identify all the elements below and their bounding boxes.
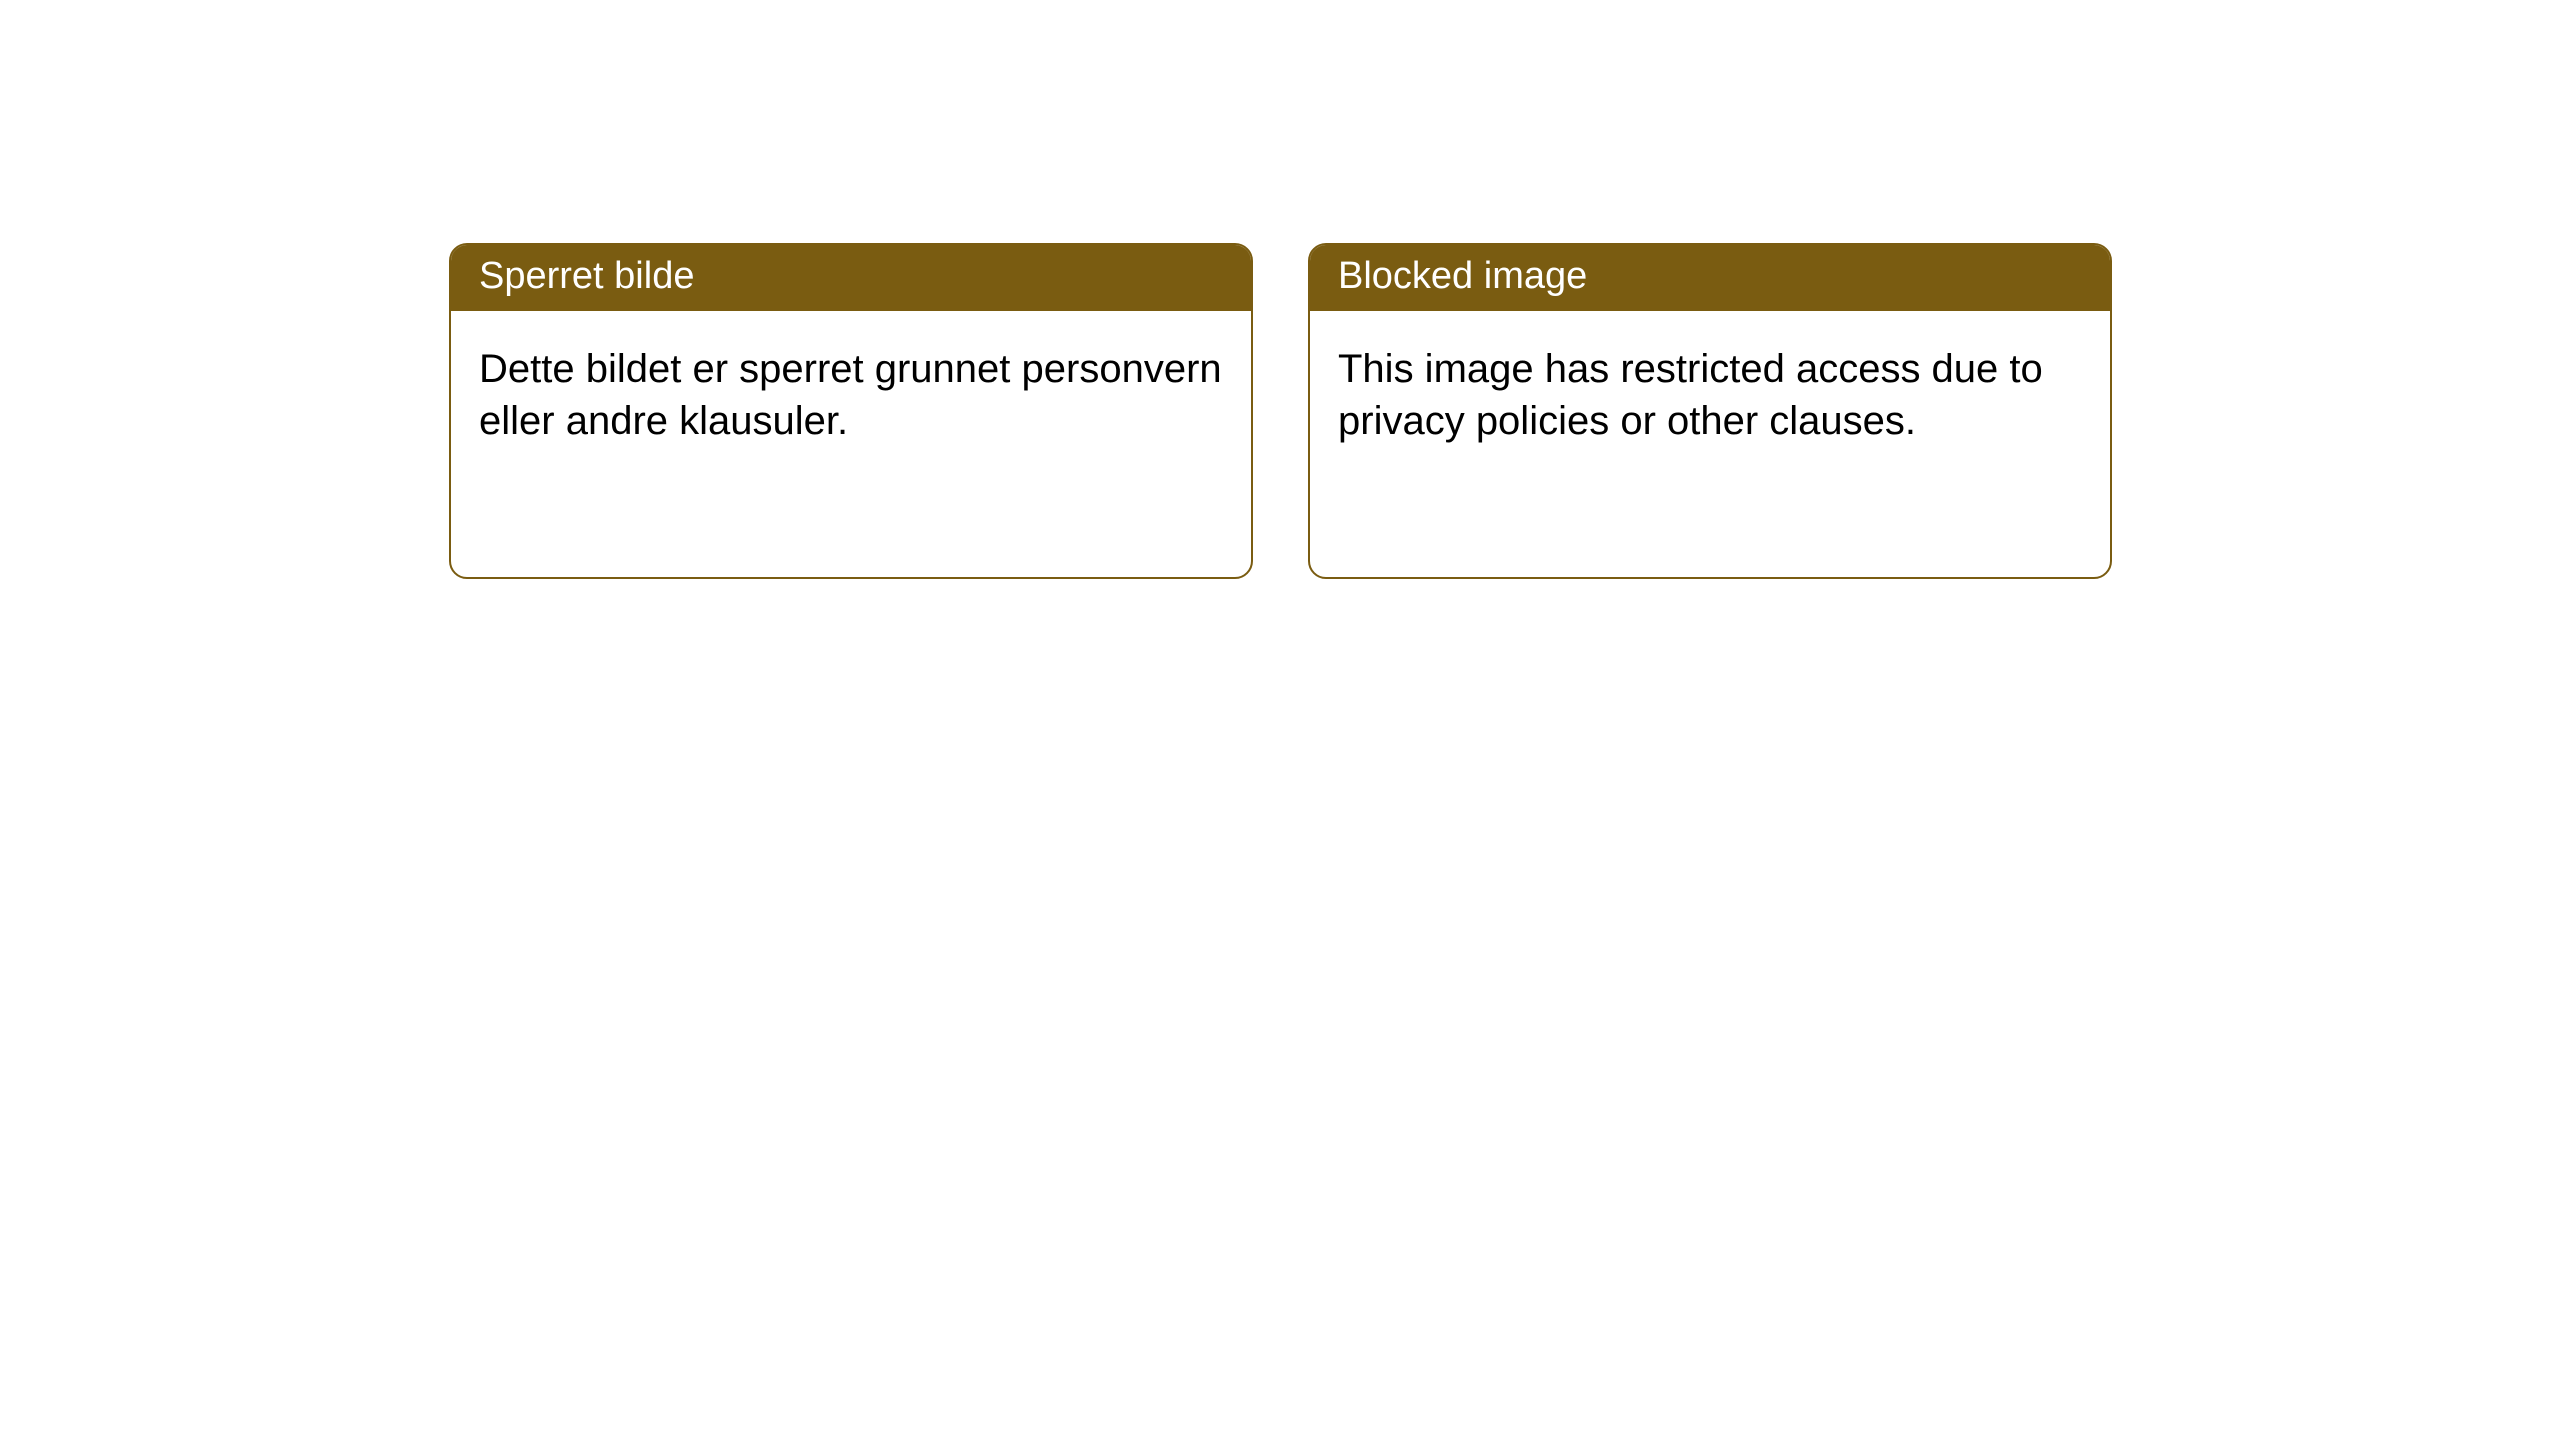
notice-card-norwegian: Sperret bilde Dette bildet er sperret gr… bbox=[449, 243, 1253, 579]
card-title: Sperret bilde bbox=[479, 255, 694, 297]
card-body-text: This image has restricted access due to … bbox=[1338, 347, 2043, 443]
card-header: Sperret bilde bbox=[451, 245, 1251, 311]
card-body-text: Dette bildet er sperret grunnet personve… bbox=[479, 347, 1222, 443]
notice-container: Sperret bilde Dette bildet er sperret gr… bbox=[449, 243, 2112, 579]
card-title: Blocked image bbox=[1338, 255, 1587, 297]
card-body: Dette bildet er sperret grunnet personve… bbox=[451, 311, 1251, 479]
card-body: This image has restricted access due to … bbox=[1310, 311, 2110, 479]
notice-card-english: Blocked image This image has restricted … bbox=[1308, 243, 2112, 579]
card-header: Blocked image bbox=[1310, 245, 2110, 311]
